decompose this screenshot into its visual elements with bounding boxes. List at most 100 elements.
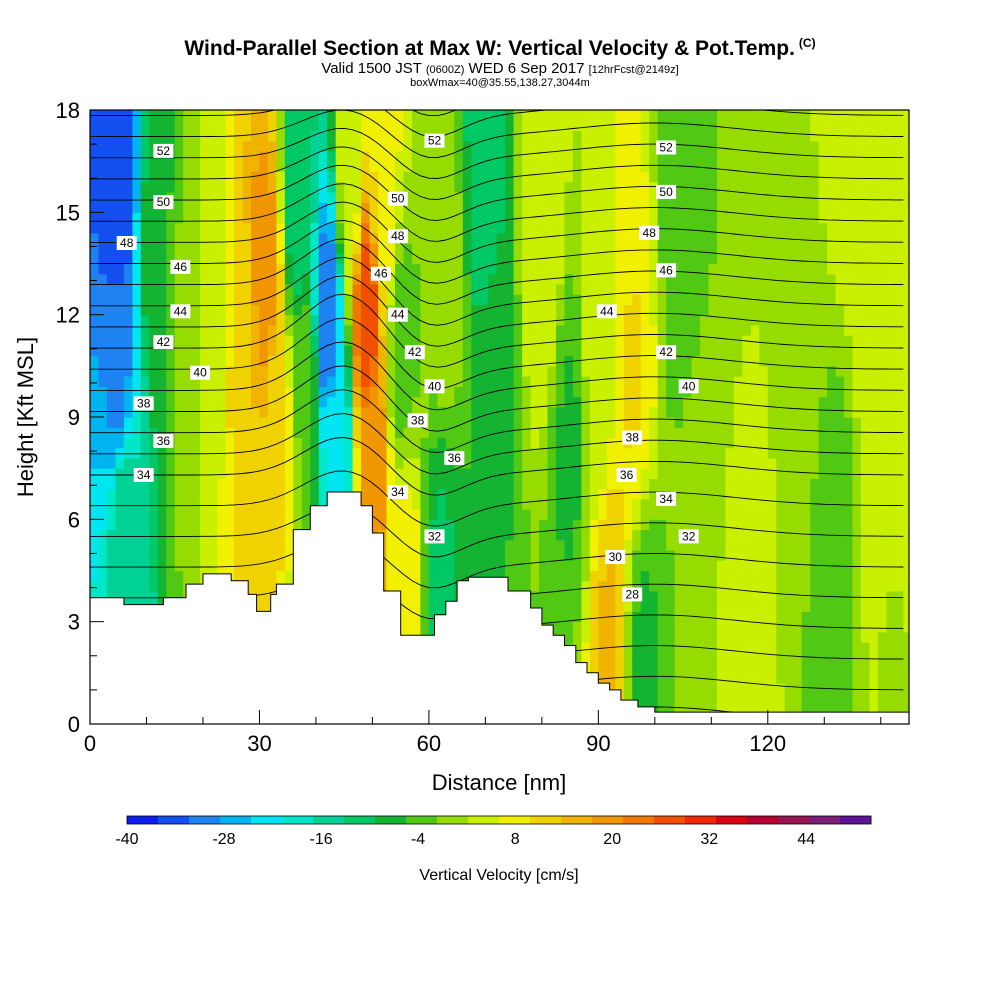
velocity-cell: [556, 611, 566, 623]
velocity-cell: [759, 570, 769, 582]
velocity-cell: [784, 294, 794, 305]
velocity-cell: [369, 243, 379, 254]
velocity-cell: [217, 509, 227, 520]
velocity-cell: [335, 140, 345, 152]
velocity-cell: [174, 498, 184, 510]
velocity-cell: [530, 324, 540, 336]
velocity-cell: [700, 335, 710, 346]
velocity-cell: [352, 222, 362, 234]
velocity-cell: [776, 273, 786, 285]
velocity-cell: [505, 539, 515, 551]
velocity-cell: [403, 570, 413, 582]
velocity-cell: [666, 335, 676, 346]
velocity-cell: [572, 621, 582, 633]
velocity-cell: [776, 365, 786, 377]
velocity-cell: [462, 498, 472, 510]
velocity-cell: [708, 396, 718, 408]
velocity-cell: [471, 181, 481, 193]
velocity-cell: [733, 580, 743, 592]
velocity-cell: [767, 560, 777, 572]
velocity-cell: [564, 591, 574, 602]
velocity-cell: [784, 365, 794, 377]
velocity-cell: [742, 580, 752, 592]
velocity-cell: [547, 335, 557, 346]
velocity-cell: [479, 263, 489, 275]
velocity-cell: [683, 253, 693, 265]
velocity-cell: [717, 693, 727, 705]
velocity-cell: [149, 243, 159, 254]
velocity-cell: [403, 601, 413, 612]
velocity-cell: [352, 447, 362, 459]
velocity-cell: [632, 447, 642, 459]
velocity-cell: [666, 591, 676, 602]
velocity-cell: [759, 652, 769, 664]
velocity-cell: [293, 324, 303, 336]
velocity-cell: [615, 294, 625, 305]
velocity-cell: [759, 437, 769, 449]
velocity-cell: [606, 437, 616, 449]
velocity-cell: [725, 580, 735, 592]
velocity-cell: [717, 324, 727, 336]
velocity-cell: [556, 243, 566, 254]
velocity-cell: [361, 355, 371, 367]
velocity-cell: [420, 570, 430, 582]
velocity-cell: [615, 273, 625, 285]
velocity-cell: [733, 703, 743, 715]
velocity-cell: [725, 683, 735, 694]
velocity-cell: [488, 202, 498, 213]
velocity-cell: [293, 161, 303, 172]
velocity-cell: [784, 324, 794, 336]
velocity-cell: [242, 509, 252, 520]
velocity-cell: [767, 672, 777, 684]
velocity-cell: [649, 550, 659, 561]
velocity-cell: [623, 672, 633, 684]
velocity-cell: [750, 314, 760, 326]
velocity-cell: [284, 171, 294, 183]
velocity-cell: [623, 161, 633, 172]
velocity-cell: [335, 335, 345, 346]
velocity-cell: [208, 232, 218, 244]
velocity-cell: [606, 621, 616, 633]
velocity-cell: [666, 304, 676, 316]
velocity-cell: [733, 519, 743, 531]
velocity-cell: [225, 191, 235, 203]
velocity-cell: [479, 509, 489, 520]
velocity-cell: [547, 365, 557, 377]
velocity-cell: [378, 478, 388, 490]
velocity-cell: [708, 539, 718, 551]
velocity-cell: [395, 263, 405, 275]
velocity-cell: [606, 529, 616, 541]
velocity-cell: [301, 457, 311, 469]
forecast-info: [12hrFcst@2149z]: [588, 64, 679, 76]
velocity-cell: [335, 365, 345, 377]
velocity-cell: [395, 427, 405, 438]
velocity-cell: [742, 304, 752, 316]
velocity-cell: [750, 683, 760, 694]
velocity-cell: [301, 314, 311, 326]
velocity-cell: [420, 601, 430, 612]
velocity-cell: [733, 591, 743, 602]
velocity-cell: [225, 376, 235, 387]
velocity-cell: [115, 365, 125, 377]
velocity-cell: [488, 570, 498, 582]
velocity-cell: [327, 140, 337, 152]
velocity-cell: [462, 550, 472, 561]
velocity-cell: [776, 243, 786, 254]
velocity-cell: [471, 365, 481, 377]
velocity-cell: [708, 498, 718, 510]
velocity-cell: [157, 345, 167, 357]
velocity-cell: [361, 284, 371, 295]
velocity-cell: [318, 488, 328, 500]
velocity-cell: [471, 529, 481, 541]
velocity-cell: [530, 345, 540, 357]
velocity-cell: [293, 284, 303, 295]
velocity-cell: [428, 355, 438, 367]
velocity-cell: [581, 304, 591, 316]
velocity-cell: [276, 212, 286, 224]
velocity-cell: [784, 335, 794, 346]
velocity-cell: [251, 570, 261, 582]
velocity-cell: [90, 437, 100, 449]
velocity-cell: [793, 642, 803, 653]
velocity-cell: [344, 417, 354, 428]
velocity-cell: [700, 222, 710, 234]
